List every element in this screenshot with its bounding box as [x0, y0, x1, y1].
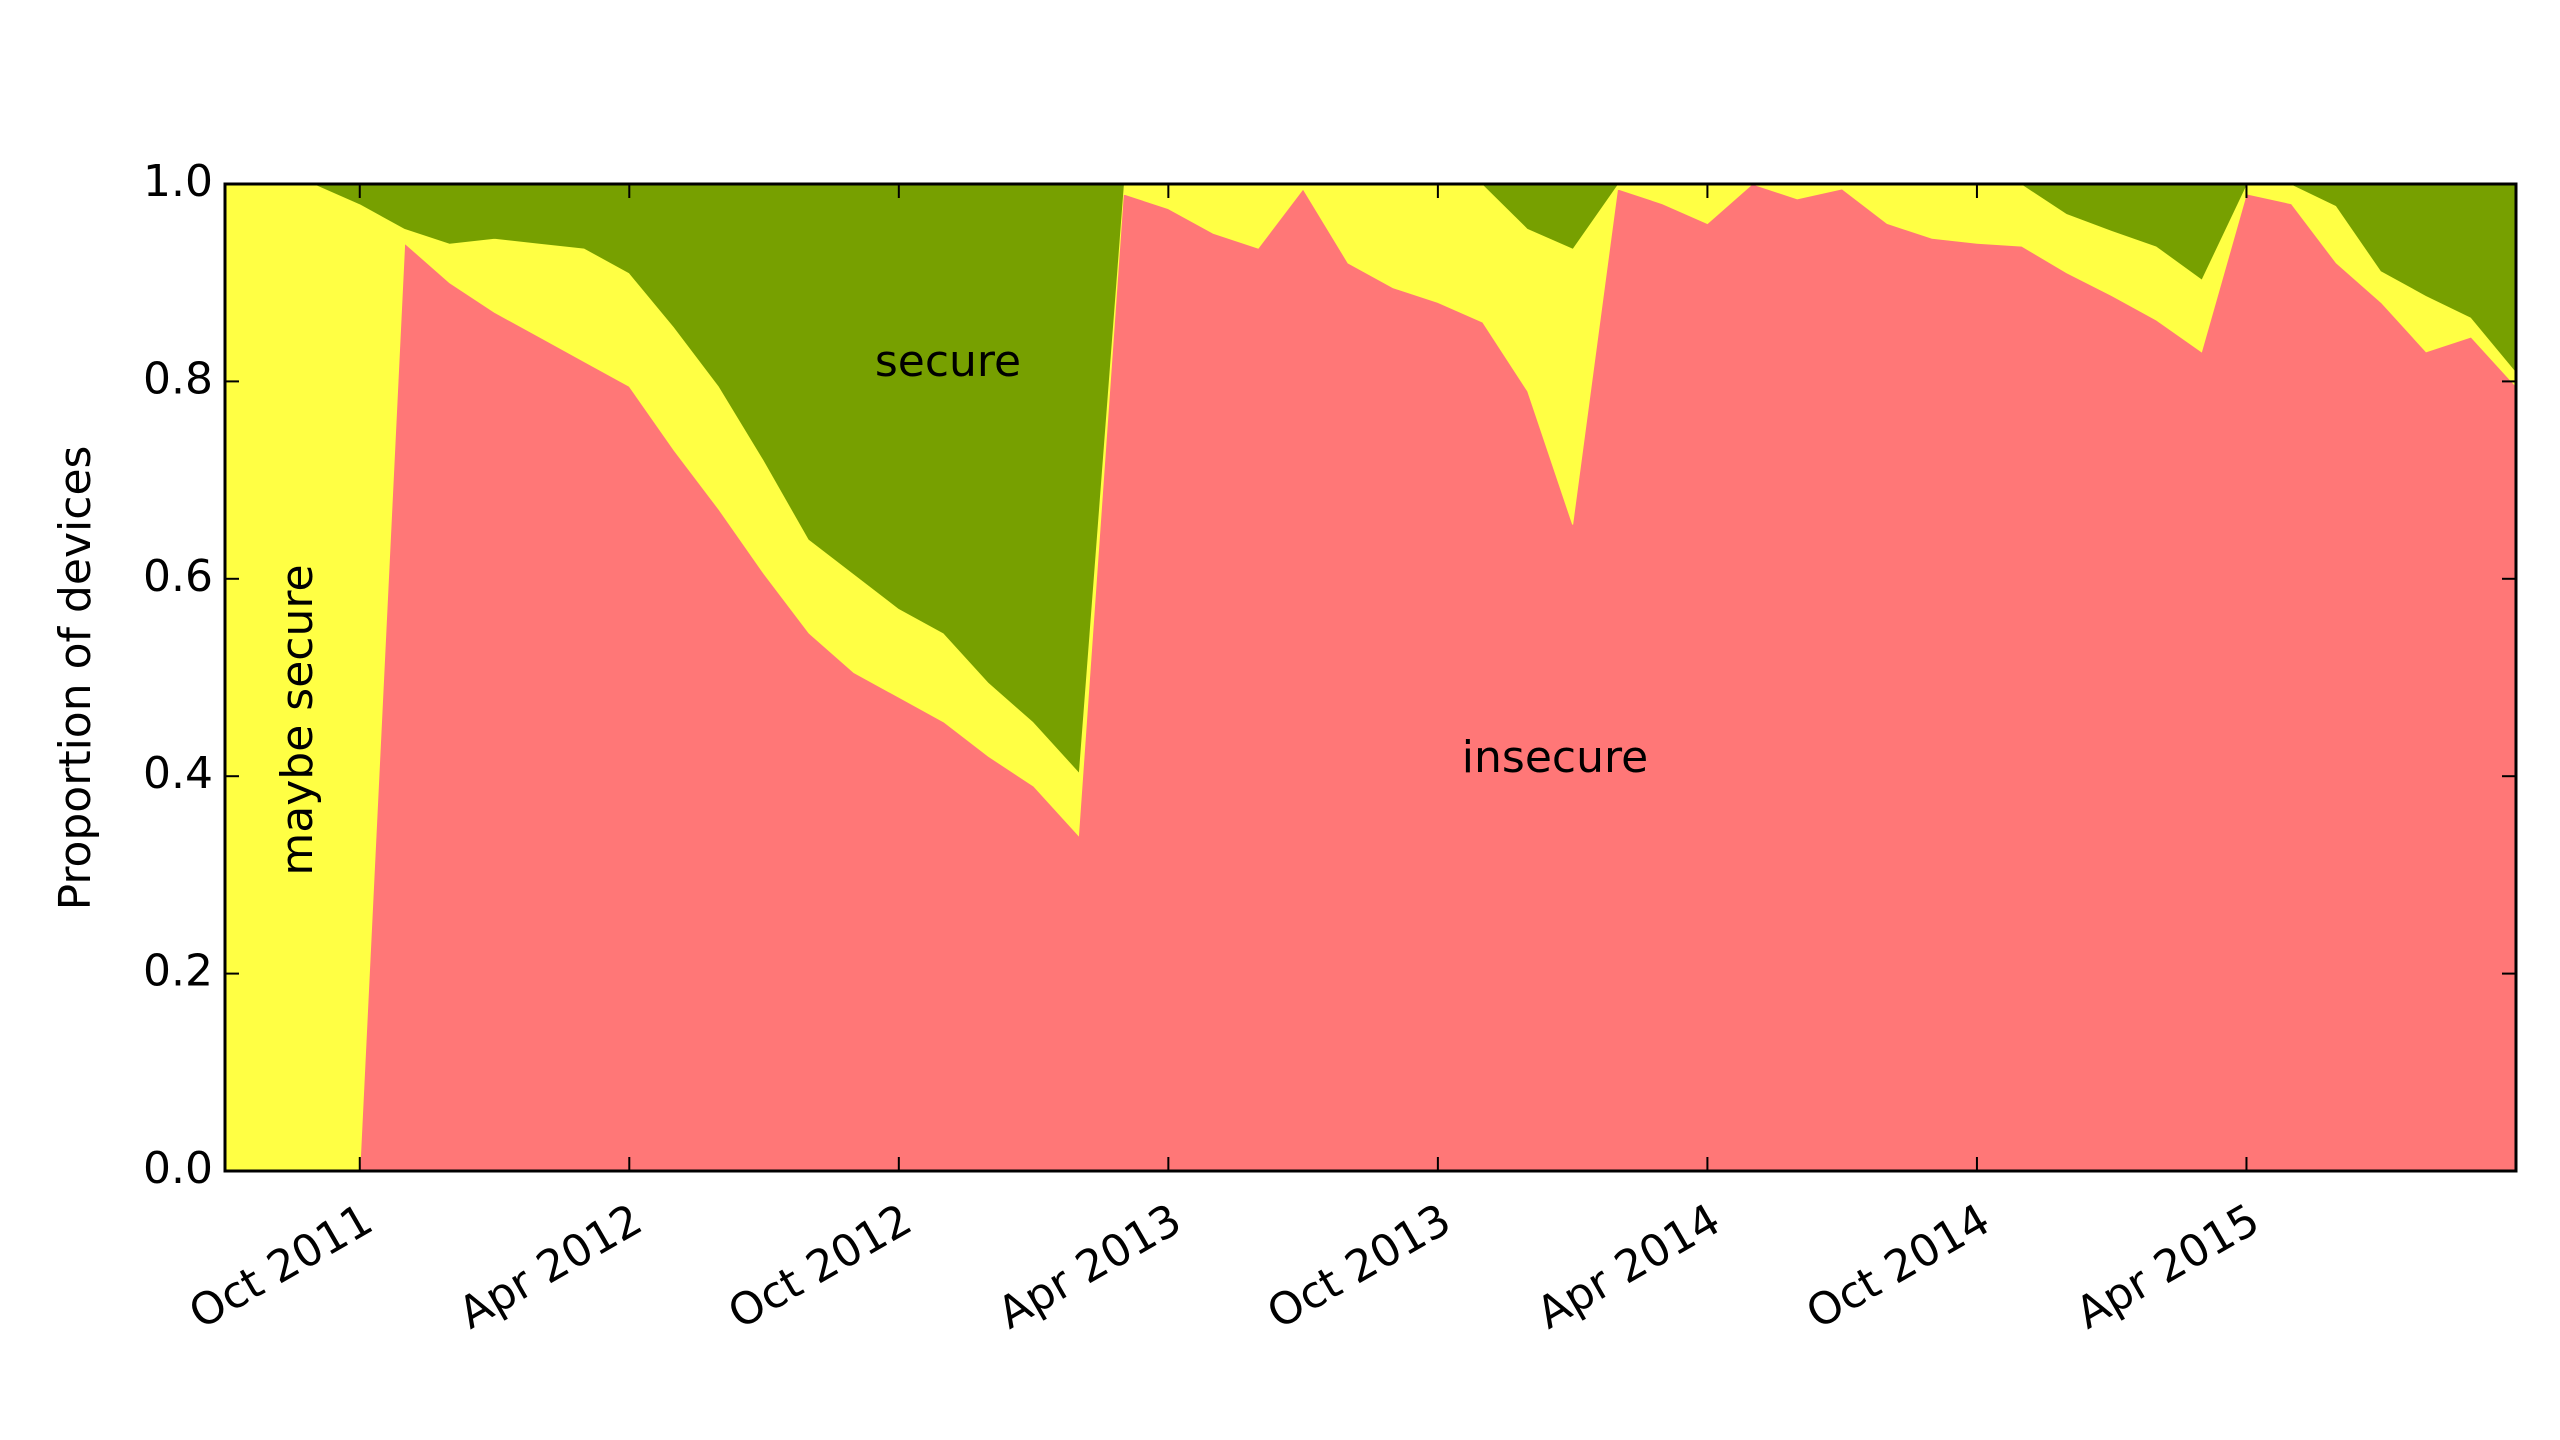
annotation: insecure [1462, 732, 1648, 783]
plot-area [224, 183, 2517, 1172]
x-tick-label: Apr 2014 [1528, 1194, 1729, 1339]
annotation: maybe secure [272, 564, 323, 875]
x-tick-label: Apr 2012 [450, 1194, 651, 1339]
x-tick-label: Apr 2015 [2067, 1194, 2268, 1339]
y-tick-label: 0.4 [143, 748, 213, 799]
y-tick-label: 0.2 [143, 946, 213, 997]
x-tick-label: Oct 2011 [181, 1194, 381, 1339]
y-axis-label: Proportion of devices [50, 446, 101, 911]
x-tick-label: Apr 2013 [989, 1194, 1190, 1339]
x-tick-label: Oct 2012 [720, 1194, 920, 1339]
annotation: secure [875, 336, 1021, 387]
y-tick-label: 0.8 [143, 353, 213, 404]
x-tick-label: Oct 2014 [1798, 1194, 1998, 1339]
x-tick-label: Oct 2013 [1259, 1194, 1459, 1339]
y-tick-label: 0.0 [143, 1143, 213, 1194]
y-tick-label: 1.0 [143, 156, 213, 207]
y-tick-label: 0.6 [143, 551, 213, 602]
plot-frame [223, 182, 2518, 1173]
